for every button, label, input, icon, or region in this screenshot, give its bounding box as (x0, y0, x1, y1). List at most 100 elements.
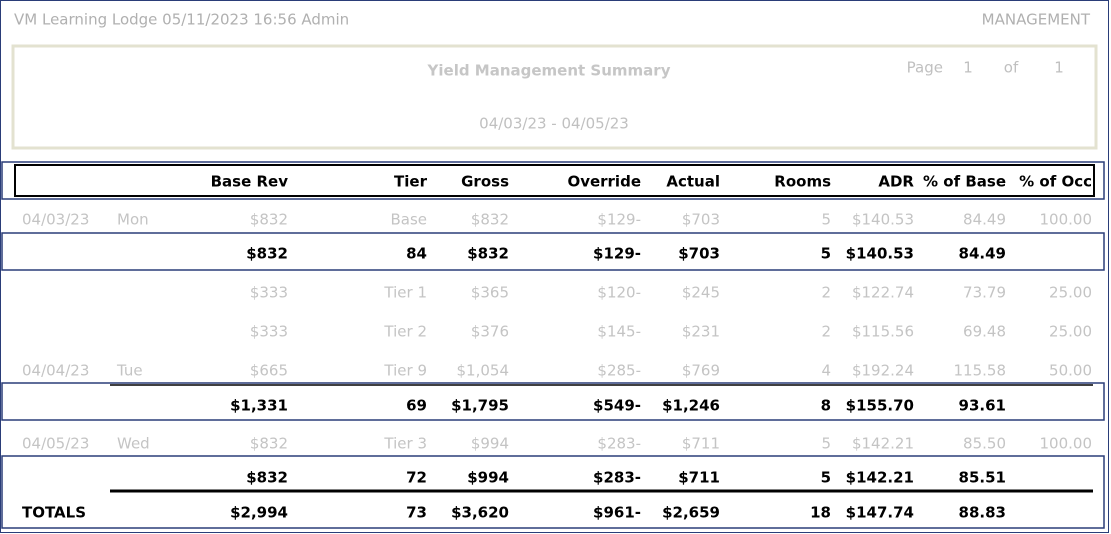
subtotal-cell: $832 (246, 245, 288, 263)
column-header: Base Rev (211, 173, 289, 191)
detail-cell: $376 (471, 323, 509, 341)
detail-cell: $832 (250, 435, 288, 453)
detail-cell: 5 (821, 211, 831, 229)
subtotal-cell: 84 (406, 245, 427, 263)
page-label: Page (907, 59, 943, 77)
detail-cell: $192.24 (852, 362, 914, 380)
total-cell: 73 (406, 504, 427, 522)
page-count: 1 (1054, 59, 1064, 77)
detail-cell: Tier 2 (383, 323, 427, 341)
detail-cell: $122.74 (852, 284, 914, 302)
detail-cell: 25.00 (1049, 284, 1092, 302)
detail-cell: $140.53 (852, 211, 914, 229)
detail-cell: $703 (682, 211, 720, 229)
subtotal-cell: $1,331 (230, 397, 288, 415)
detail-cell: Tier 1 (383, 284, 427, 302)
detail-cell: $832 (250, 211, 288, 229)
detail-cell: 85.50 (963, 435, 1006, 453)
detail-cell: $333 (250, 323, 288, 341)
column-header: Gross (461, 173, 509, 191)
total-cell: $3,620 (451, 504, 509, 522)
detail-cell: $1,054 (457, 362, 510, 380)
detail-cell: $245 (682, 284, 720, 302)
total-cell: $147.74 (846, 504, 914, 522)
detail-cell: 115.58 (954, 362, 1007, 380)
detail-cell: 73.79 (963, 284, 1006, 302)
detail-cell: $231 (682, 323, 720, 341)
subtotal-cell: $711 (678, 469, 720, 487)
detail-cell: 04/03/23 (22, 211, 89, 229)
detail-cell: $115.56 (852, 323, 914, 341)
subtotal-cell: $129- (593, 245, 641, 263)
subtotal-cell: $1,246 (662, 397, 720, 415)
subtotal-highlight (1, 455, 1105, 529)
subtotal-cell: 72 (406, 469, 427, 487)
title-box (11, 44, 1098, 150)
total-cell: TOTALS (22, 504, 86, 522)
detail-cell: Tier 3 (383, 435, 427, 453)
detail-cell: Tier 9 (383, 362, 427, 380)
detail-cell: 4 (821, 362, 831, 380)
detail-cell: $285- (597, 362, 641, 380)
total-cell: $961- (593, 504, 641, 522)
detail-cell: $142.21 (852, 435, 914, 453)
of-label: of (1004, 59, 1019, 77)
subtotal-cell: $283- (593, 469, 641, 487)
subtotal-cell: $155.70 (846, 397, 914, 415)
detail-cell: Mon (117, 211, 149, 229)
detail-cell: $994 (471, 435, 509, 453)
subtotal-cell: 84.49 (959, 245, 1006, 263)
total-cell: 88.83 (959, 504, 1006, 522)
detail-cell: $333 (250, 284, 288, 302)
detail-cell: 2 (821, 284, 831, 302)
detail-cell: 50.00 (1049, 362, 1092, 380)
detail-cell: $365 (471, 284, 509, 302)
detail-cell: 84.49 (963, 211, 1006, 229)
detail-cell: $129- (597, 211, 641, 229)
column-header: Actual (666, 173, 720, 191)
total-cell: 18 (810, 504, 831, 522)
detail-cell: 25.00 (1049, 323, 1092, 341)
header-highlight (1, 161, 1105, 200)
subtotal-highlight (1, 382, 1105, 421)
subtotal-cell: $1,795 (451, 397, 509, 415)
subtotal-cell: $832 (246, 469, 288, 487)
column-header: % of Occ (1019, 173, 1092, 191)
column-header-box (14, 164, 1095, 197)
column-header: Tier (394, 173, 428, 191)
detail-cell: $711 (682, 435, 720, 453)
subtotal-cell: 5 (821, 245, 831, 263)
column-header: Rooms (774, 173, 831, 191)
detail-cell: Tue (116, 362, 143, 380)
column-header: Override (567, 173, 641, 191)
detail-cell: $665 (250, 362, 288, 380)
report-title: Yield Management Summary (427, 62, 671, 80)
column-header: ADR (878, 173, 914, 191)
header-left: VM Learning Lodge 05/11/2023 16:56 Admin (14, 11, 349, 29)
subtotal-cell: $994 (467, 469, 509, 487)
page-number: 1 (963, 59, 973, 77)
subtotal-cell: $142.21 (846, 469, 914, 487)
subtotal-cell: 85.51 (959, 469, 1006, 487)
detail-cell: Base (390, 211, 427, 229)
subtotal-cell: 8 (821, 397, 831, 415)
detail-cell: $283- (597, 435, 641, 453)
detail-cell: $145- (597, 323, 641, 341)
total-cell: $2,659 (662, 504, 720, 522)
subtotal-cell: $140.53 (846, 245, 914, 263)
subtotal-cell: $549- (593, 397, 641, 415)
column-header: % of Base (923, 173, 1006, 191)
detail-cell: 100.00 (1040, 211, 1093, 229)
detail-cell: 69.48 (963, 323, 1006, 341)
header-right: MANAGEMENT (982, 11, 1091, 29)
detail-cell: 5 (821, 435, 831, 453)
detail-cell: 04/04/23 (22, 362, 89, 380)
subtotal-cell: $703 (678, 245, 720, 263)
detail-cell: $120- (597, 284, 641, 302)
date-range: 04/03/23 - 04/05/23 (479, 115, 629, 133)
subtotal-highlight (1, 232, 1105, 271)
subtotal-cell: 93.61 (959, 397, 1006, 415)
total-cell: $2,994 (230, 504, 288, 522)
detail-cell: Wed (117, 435, 150, 453)
